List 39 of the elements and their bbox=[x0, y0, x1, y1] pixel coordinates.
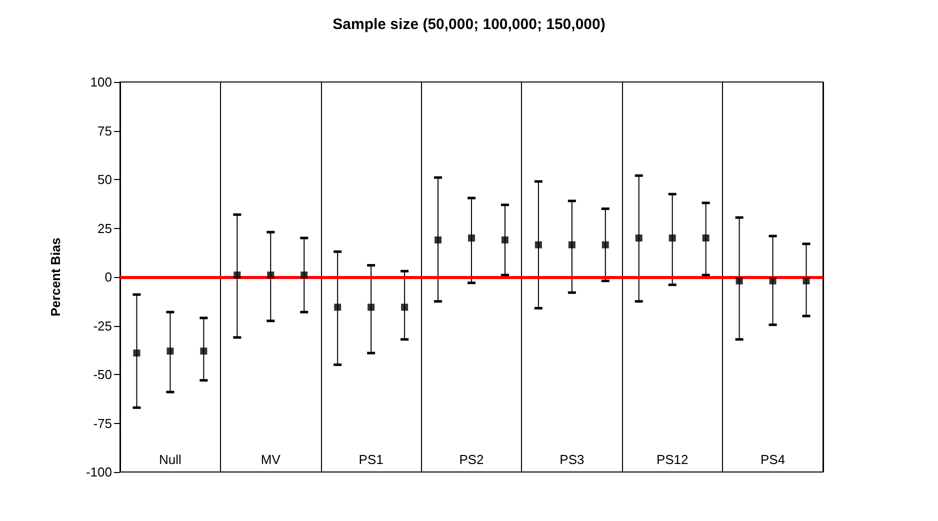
y-tick-label: -100 bbox=[86, 464, 112, 480]
x-tick-label: PS12 bbox=[656, 452, 688, 467]
point bbox=[501, 236, 508, 244]
point bbox=[769, 277, 776, 284]
point bbox=[568, 241, 576, 248]
x-tick-label: PS3 bbox=[560, 452, 584, 467]
point bbox=[802, 277, 810, 284]
chart-title: Sample size (50,000; 100,000; 150,000) bbox=[332, 16, 606, 33]
point bbox=[334, 304, 342, 311]
x-tick-label: PS4 bbox=[760, 452, 786, 467]
point bbox=[267, 272, 274, 279]
point bbox=[668, 234, 676, 242]
y-tick-label: 75 bbox=[98, 123, 112, 138]
y-axis-title: Percent Bias bbox=[48, 238, 63, 316]
y-tick-label: -75 bbox=[93, 416, 112, 431]
point bbox=[635, 234, 642, 242]
point bbox=[534, 241, 542, 248]
point bbox=[300, 272, 308, 279]
point bbox=[166, 348, 174, 355]
y-tick-label: 100 bbox=[90, 74, 112, 90]
point bbox=[200, 348, 208, 355]
y-tick-label: 0 bbox=[104, 270, 112, 284]
point bbox=[133, 350, 140, 357]
point bbox=[401, 304, 408, 311]
x-tick-label: Null bbox=[159, 452, 182, 467]
point bbox=[234, 272, 241, 279]
y-tick-label: 50 bbox=[98, 172, 112, 187]
x-tick-label: MV bbox=[260, 452, 281, 467]
x-tick-label: PS2 bbox=[459, 452, 484, 467]
x-tick-label: PS1 bbox=[358, 452, 384, 467]
y-tick-label: -25 bbox=[93, 318, 112, 334]
point bbox=[736, 277, 743, 284]
point bbox=[702, 234, 710, 242]
y-tick-label: 25 bbox=[98, 220, 112, 236]
point bbox=[368, 304, 375, 311]
y-tick-label: -50 bbox=[93, 367, 112, 382]
point bbox=[468, 234, 475, 242]
point bbox=[434, 236, 442, 244]
point bbox=[602, 241, 609, 248]
